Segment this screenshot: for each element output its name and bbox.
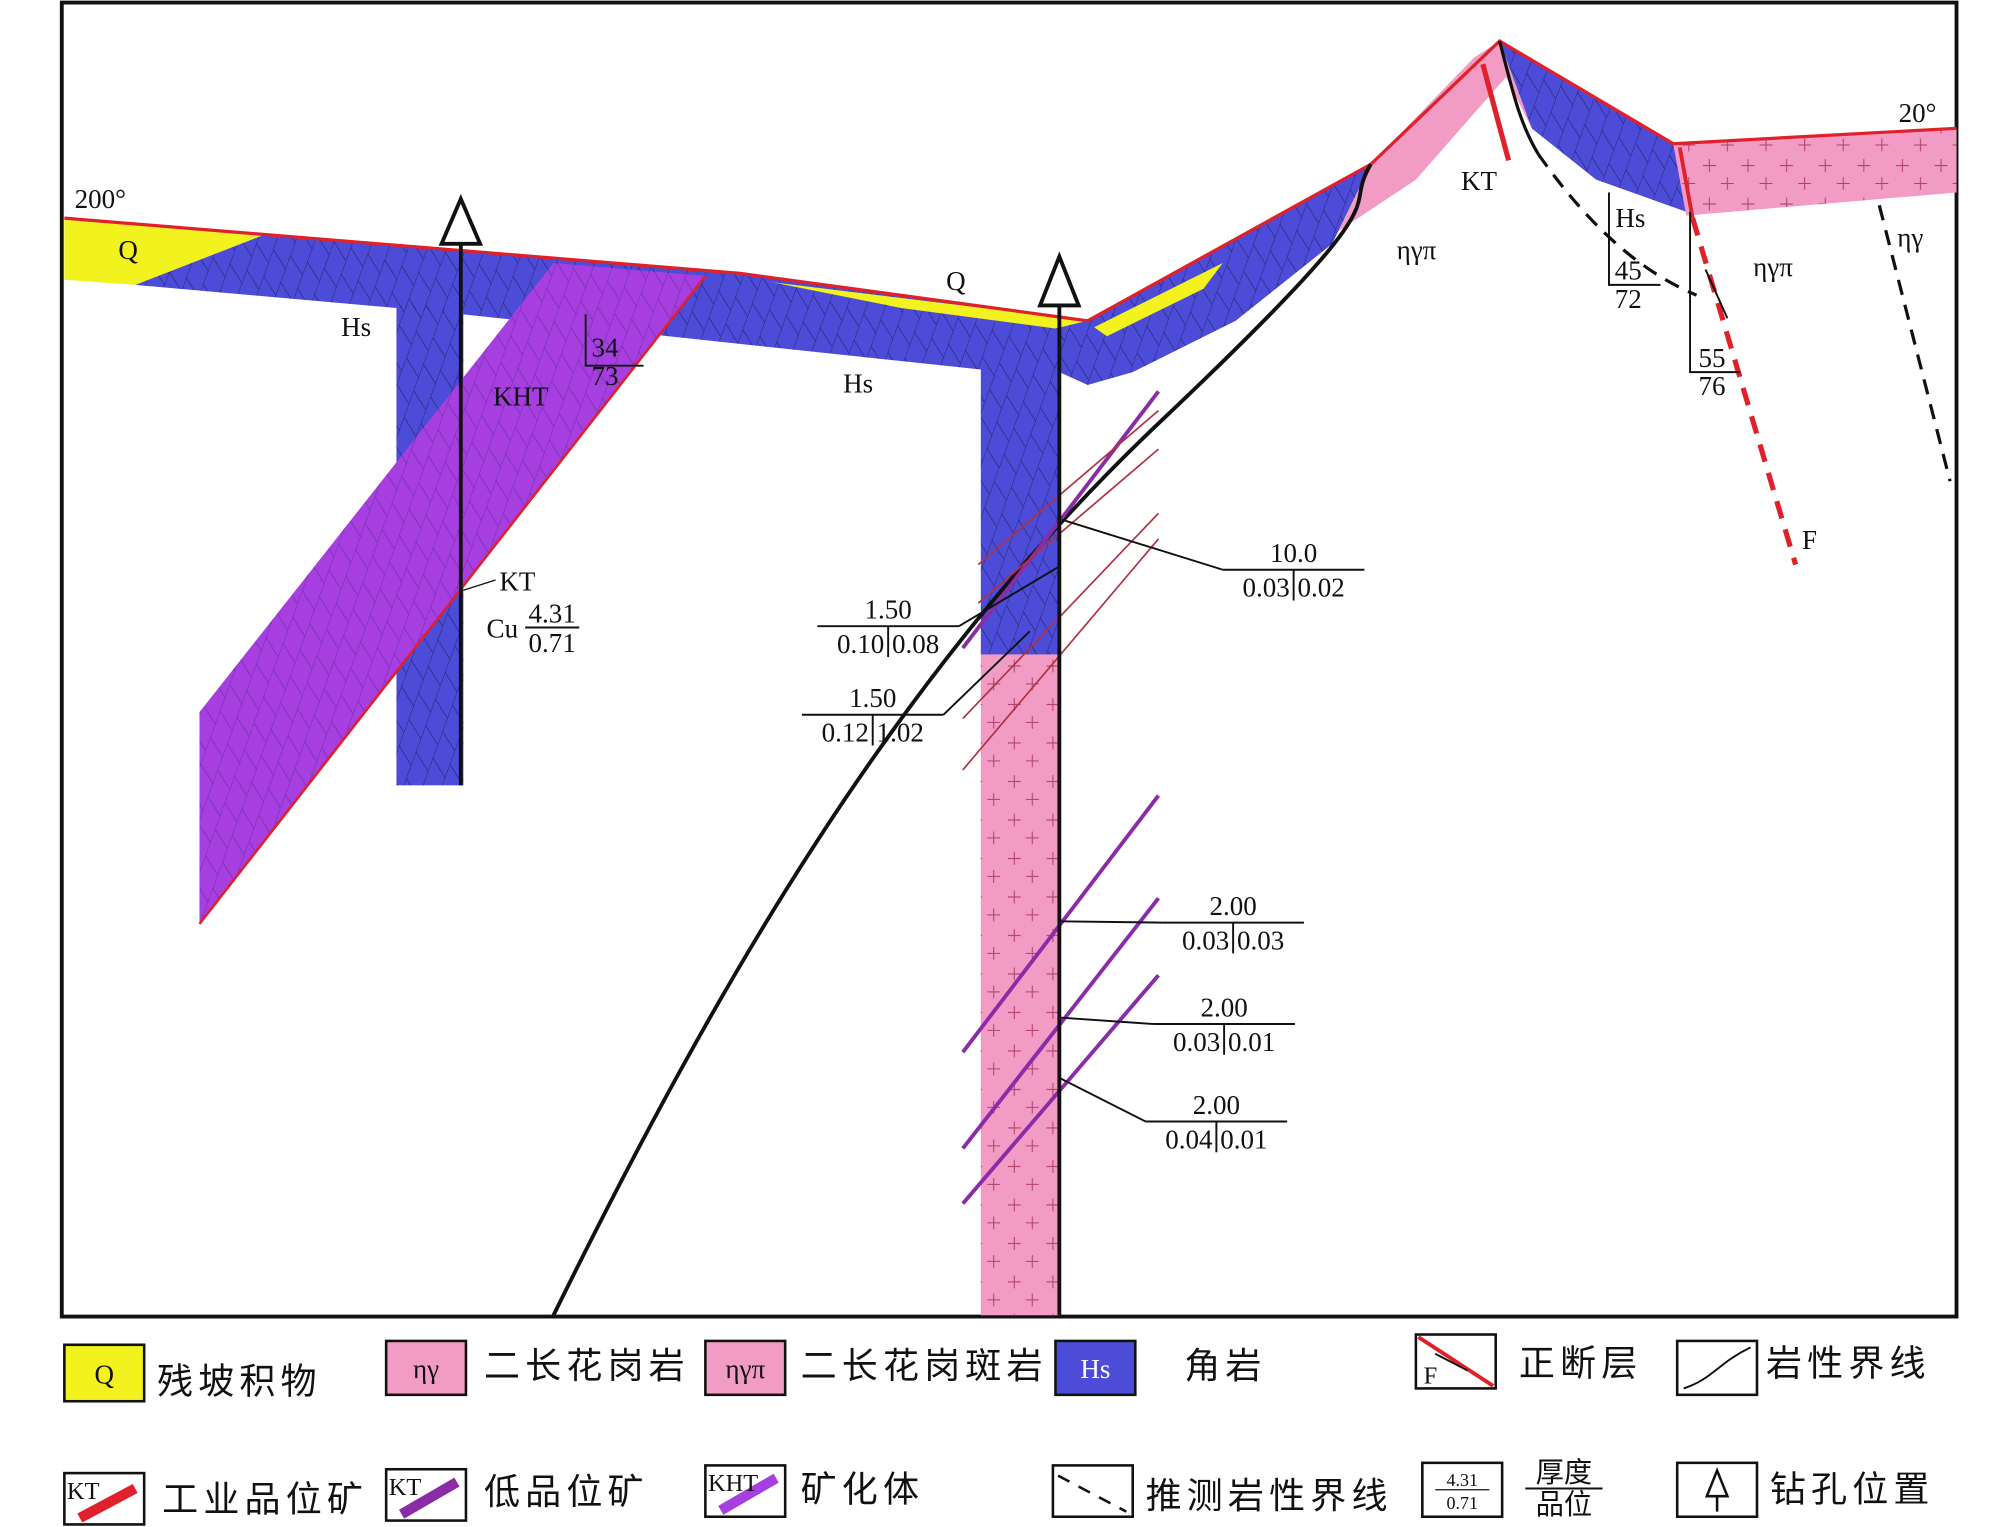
map-label: Q (946, 266, 966, 296)
map-label: F (1802, 525, 1817, 555)
leader-line (1059, 920, 1163, 924)
leader-line (1059, 1016, 1154, 1025)
attitude-dip-direction: 34 (591, 333, 619, 363)
sample-thickness: 2.00 (1193, 1090, 1240, 1120)
legend-label: 钻孔位置 (1770, 1469, 1935, 1509)
sample-thickness: 2.00 (1200, 992, 1247, 1022)
leader-line (958, 566, 1059, 628)
legend-label: 角岩 (1184, 1346, 1266, 1386)
legend-label: 低品位矿 (484, 1472, 649, 1512)
geology (59, 0, 1959, 1319)
sample-grade: 0.03 (1237, 926, 1284, 956)
legend-symbol: KT (389, 1474, 422, 1501)
attitude-dip-direction: 45 (1615, 256, 1642, 286)
map-label: Hs (843, 369, 873, 399)
map-label: KHT (493, 382, 549, 412)
orientation: 20° (1899, 98, 1937, 128)
attitude-dip-direction: 55 (1698, 343, 1725, 373)
leader-line (942, 630, 1031, 716)
sample-thickness: 2.00 (1209, 891, 1256, 921)
cu-grade: 0.71 (529, 628, 576, 658)
legend-symbol: KHT (708, 1470, 758, 1497)
sample-grade: 0.01 (1220, 1124, 1267, 1154)
legend-label: 矿化体 (801, 1469, 925, 1509)
sample-thickness: 1.50 (849, 683, 896, 713)
legend-label: 工业品位矿 (162, 1480, 368, 1520)
map-label: Hs (341, 312, 371, 342)
sample-grade: 0.01 (1228, 1027, 1275, 1057)
attitude-dip: 76 (1698, 371, 1725, 401)
sample-grade: 0.02 (1297, 573, 1344, 603)
legend-label: 二长花岗岩 (484, 1346, 690, 1386)
map-label: KT (1461, 166, 1498, 196)
attitude-dip: 72 (1615, 284, 1642, 314)
map-label: KT (499, 566, 536, 596)
legend-symbol: F (1424, 1362, 1438, 1389)
sample-grade: 0.12 (822, 718, 869, 748)
legend-symbol: Q (95, 1359, 115, 1389)
legend-symbol: 4.31 (1446, 1470, 1478, 1490)
attitude-dip: 73 (591, 361, 618, 391)
legend-symbol: ηγ (413, 1354, 439, 1384)
legend-label: 岩性界线 (1766, 1344, 1931, 1384)
map-label: ηγ (1897, 222, 1923, 252)
sample-grade: 0.03 (1242, 573, 1289, 603)
leader-line (1061, 518, 1224, 571)
legend-label: 残坡积物 (157, 1362, 322, 1402)
sample-thickness: 10.0 (1270, 538, 1317, 568)
sample-grade: 0.10 (837, 629, 884, 659)
sample-thickness: 1.50 (865, 595, 912, 625)
sample-grade: 0.03 (1173, 1027, 1220, 1057)
map-label: ηγπ (1397, 235, 1437, 265)
legend-symbol: ηγπ (725, 1354, 765, 1384)
legend-label: 厚度 (1536, 1457, 1593, 1489)
sample-grade: 1.02 (877, 718, 924, 748)
sample-grade: 0.03 (1182, 926, 1229, 956)
legend: Q 残坡积物 ηγ 二长花岗岩 ηγπ 二长花岗斑岩 Hs 角岩 F 正断层 岩… (63, 1333, 1935, 1526)
cu-thickness: 4.31 (529, 598, 576, 628)
map-label: Q (118, 235, 138, 265)
cu-element: Cu (487, 614, 519, 644)
map-label: Hs (1615, 203, 1645, 233)
legend-label: 正断层 (1519, 1344, 1643, 1384)
legend-symbol: Hs (1080, 1354, 1110, 1384)
orientation: 200° (75, 184, 126, 214)
legend-label: 二长花岗斑岩 (801, 1346, 1048, 1386)
leader-line (1058, 1077, 1147, 1123)
legend-label: 推测岩性界线 (1146, 1476, 1393, 1516)
legend-symbol: KT (67, 1478, 100, 1505)
sample-grade: 0.04 (1165, 1124, 1213, 1154)
map-label: ηγπ (1753, 252, 1793, 282)
legend-label: 品位 (1536, 1489, 1593, 1521)
sample-grade: 0.08 (892, 629, 939, 659)
legend-symbol: 0.71 (1446, 1493, 1478, 1513)
labels: 200° 20° Cu 4.31 0.71 Q Q Hs Hs Hs KHT KT KT ηγπ… (75, 98, 1937, 1155)
